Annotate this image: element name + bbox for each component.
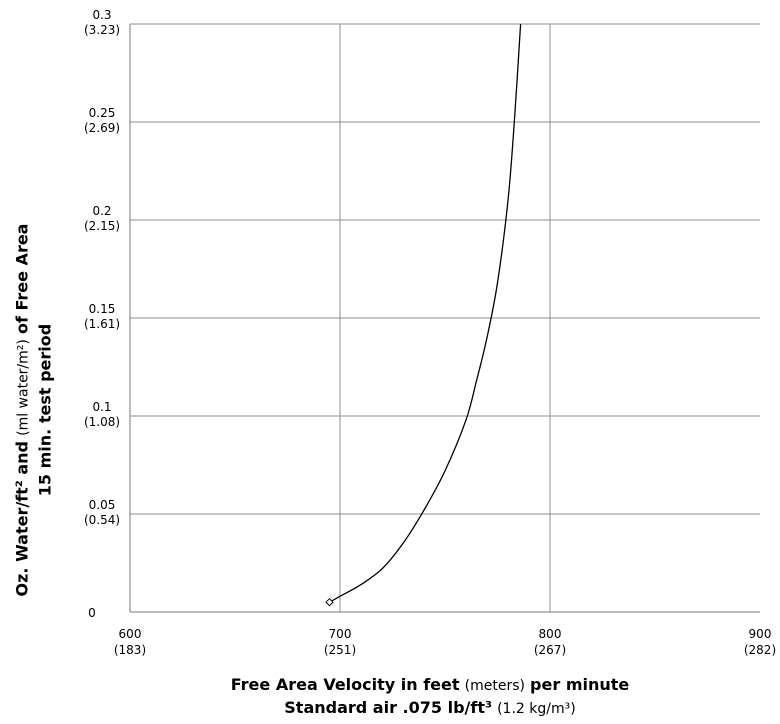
x-tick-label-2: 800: [539, 627, 562, 641]
y-tick-label-4: 0.2: [92, 204, 111, 218]
x-axis-title-line1: Free Area Velocity in feet (meters) per …: [80, 674, 780, 697]
series-group: [325, 23, 522, 607]
y-tick-label-0: 0: [88, 606, 96, 620]
x-axis-title-standard-air-metric: (1.2 kg/m³): [497, 701, 576, 717]
y-tick-sublabel-5: (2.69): [84, 121, 120, 135]
y-tick-label-5: 0.25: [89, 106, 116, 120]
x-tick-sublabel-0: (183): [114, 643, 146, 657]
y-tick-sublabel-1: (0.54): [84, 513, 120, 527]
y-tick-label-6: 0.3: [92, 8, 111, 22]
y-tick-sublabel-6: (3.23): [84, 23, 120, 37]
x-axis-title-bold-a: Free Area Velocity in feet: [230, 675, 460, 694]
x-tick-labels: 600 (183) 700 (251) 800 (267) 900 (282): [114, 627, 776, 657]
x-axis-title-bold-b: per minute: [530, 675, 630, 694]
y-axis-title-line2: 15 min. test period: [35, 224, 57, 597]
y-tick-sublabel-2: (1.08): [84, 415, 120, 429]
y-tick-label-3: 0.15: [89, 302, 116, 316]
y-axis-title-line1: Oz. Water/ft² and (ml water/m²) of Free …: [12, 224, 35, 597]
y-tick-sublabel-4: (2.15): [84, 219, 120, 233]
axes: [129, 24, 760, 613]
x-tick-label-1: 700: [329, 627, 352, 641]
y-axis-title-units: (ml water/m²): [15, 339, 32, 436]
y-axis-title-bold-b: of Free Area: [12, 223, 32, 335]
y-axis-title-bold-a: Oz. Water/ft² and: [12, 440, 32, 597]
y-tick-labels: 0 0.05(0.54) 0.1(1.08) 0.15(1.61) 0.2(2.15) 0…: [84, 8, 120, 620]
x-axis-title-standard-air: Standard air .075 lb/ft³: [284, 698, 492, 717]
x-axis-title-units: (meters): [464, 678, 525, 694]
x-tick-label-3: 900: [749, 627, 772, 641]
y-tick-label-1: 0.05: [89, 498, 116, 512]
x-tick-sublabel-3: (282): [744, 643, 776, 657]
x-axis-title-line2: Standard air .075 lb/ft³ (1.2 kg/m³): [80, 697, 780, 720]
y-axis-title-test-period: 15 min. test period: [35, 323, 55, 497]
grid-lines: [130, 23, 760, 612]
x-tick-sublabel-1: (251): [324, 643, 356, 657]
x-tick-sublabel-2: (267): [534, 643, 566, 657]
y-tick-label-2: 0.1: [92, 400, 111, 414]
series-line-0: [329, 23, 522, 603]
series-point-marker-0: [325, 597, 334, 607]
x-tick-label-0: 600: [119, 627, 142, 641]
y-tick-sublabel-3: (1.61): [84, 317, 120, 331]
